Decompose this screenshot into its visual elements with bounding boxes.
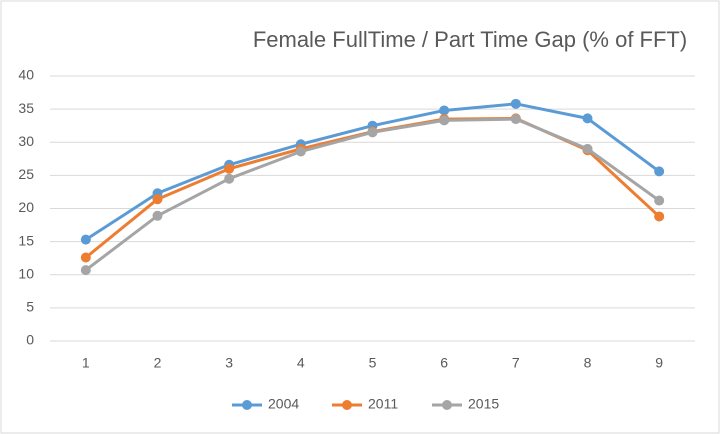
point: [367, 127, 378, 138]
x-tick-label: 7: [512, 355, 520, 371]
point: [224, 173, 235, 184]
point: [582, 143, 593, 154]
point: [654, 195, 665, 206]
x-tick-label: 5: [369, 355, 377, 371]
point: [80, 252, 91, 263]
point: [582, 113, 593, 124]
legend-marker: [342, 400, 352, 410]
legend-marker: [242, 400, 252, 410]
point: [152, 210, 163, 221]
legend-label: 2015: [468, 396, 499, 412]
point: [80, 265, 91, 276]
point: [80, 234, 91, 245]
point: [510, 98, 521, 109]
x-tick-label: 9: [655, 355, 663, 371]
legend-label: 2004: [268, 396, 299, 412]
point: [654, 211, 665, 222]
x-tick-label: 8: [584, 355, 592, 371]
point: [224, 163, 235, 174]
y-tick-label: 20: [18, 199, 34, 215]
legend-marker: [442, 400, 452, 410]
y-tick-label: 5: [26, 299, 34, 315]
point: [510, 114, 521, 125]
point: [439, 105, 450, 116]
x-tick-label: 6: [440, 355, 448, 371]
point: [439, 115, 450, 126]
x-tick-label: 2: [154, 355, 162, 371]
y-tick-label: 25: [18, 166, 34, 182]
point: [152, 194, 163, 205]
point: [654, 166, 665, 177]
x-tick-label: 4: [297, 355, 305, 371]
y-tick-label: 35: [18, 100, 34, 116]
y-tick-label: 15: [18, 232, 34, 248]
x-tick-label: 1: [82, 355, 90, 371]
y-tick-label: 30: [18, 133, 34, 149]
x-tick-label: 3: [225, 355, 233, 371]
y-tick-label: 10: [18, 265, 34, 281]
legend-label: 2011: [368, 396, 398, 412]
chart-title: Female FullTime / Part Time Gap (% of FF…: [253, 27, 687, 52]
y-tick-label: 0: [26, 332, 34, 348]
point: [295, 146, 306, 157]
y-tick-label: 40: [18, 67, 34, 83]
